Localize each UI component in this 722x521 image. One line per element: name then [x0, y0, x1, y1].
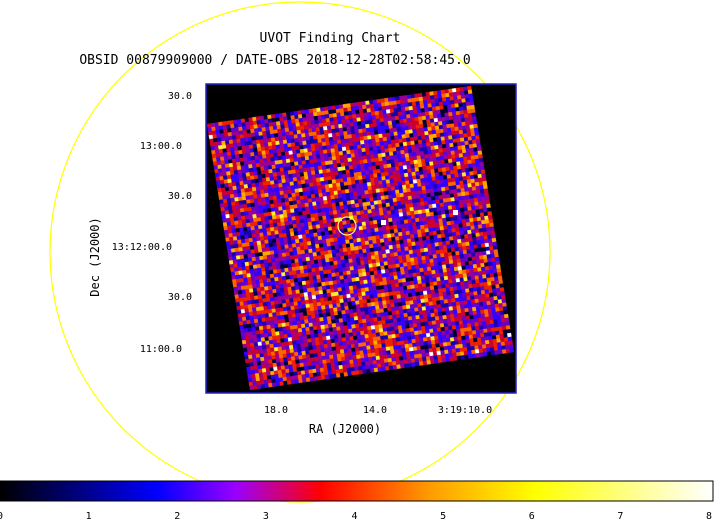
- colorbar-tick-label: 1: [86, 511, 92, 521]
- colorbar-tick-label: 2: [174, 511, 180, 521]
- source-marker-circle: [337, 216, 357, 236]
- x-tick-label: 14.0: [363, 405, 387, 416]
- colorbar-tick-label: 3: [263, 511, 269, 521]
- chart-subtitle: OBSID 00879909000 / DATE-OBS 2018-12-28T…: [79, 53, 470, 68]
- colorbar: [0, 480, 714, 502]
- bright-source: [381, 220, 386, 225]
- y-tick-label: 30.0: [168, 91, 192, 102]
- colorbar-tick-label: 5: [440, 511, 446, 521]
- y-tick-label: 13:12:00.0: [112, 242, 172, 253]
- colorbar-tick-label: 7: [617, 511, 623, 521]
- colorbar-tick-label: 0: [0, 511, 3, 521]
- bright-source: [453, 210, 458, 215]
- chart-title: UVOT Finding Chart: [260, 31, 401, 46]
- colorbar-tick-label: 4: [351, 511, 357, 521]
- y-tick-label: 30.0: [168, 292, 192, 303]
- exposure-image: [206, 85, 515, 391]
- x-axis-label: RA (J2000): [309, 422, 381, 436]
- y-tick-label: 11:00.0: [140, 344, 182, 355]
- x-tick-label: 18.0: [264, 405, 288, 416]
- image-frame-border: [205, 83, 517, 394]
- y-tick-label: 30.0: [168, 191, 192, 202]
- field-of-view-circle: [49, 1, 551, 503]
- colorbar-tick-label: 8: [706, 511, 712, 521]
- x-tick-label: 3:19:10.0: [438, 405, 492, 416]
- y-axis-label: Dec (J2000): [88, 217, 102, 296]
- y-tick-label: 13:00.0: [140, 141, 182, 152]
- colorbar-ticks: 0 1 2 3 4 5 6 7 8: [0, 511, 712, 521]
- colorbar-tick-label: 6: [529, 511, 535, 521]
